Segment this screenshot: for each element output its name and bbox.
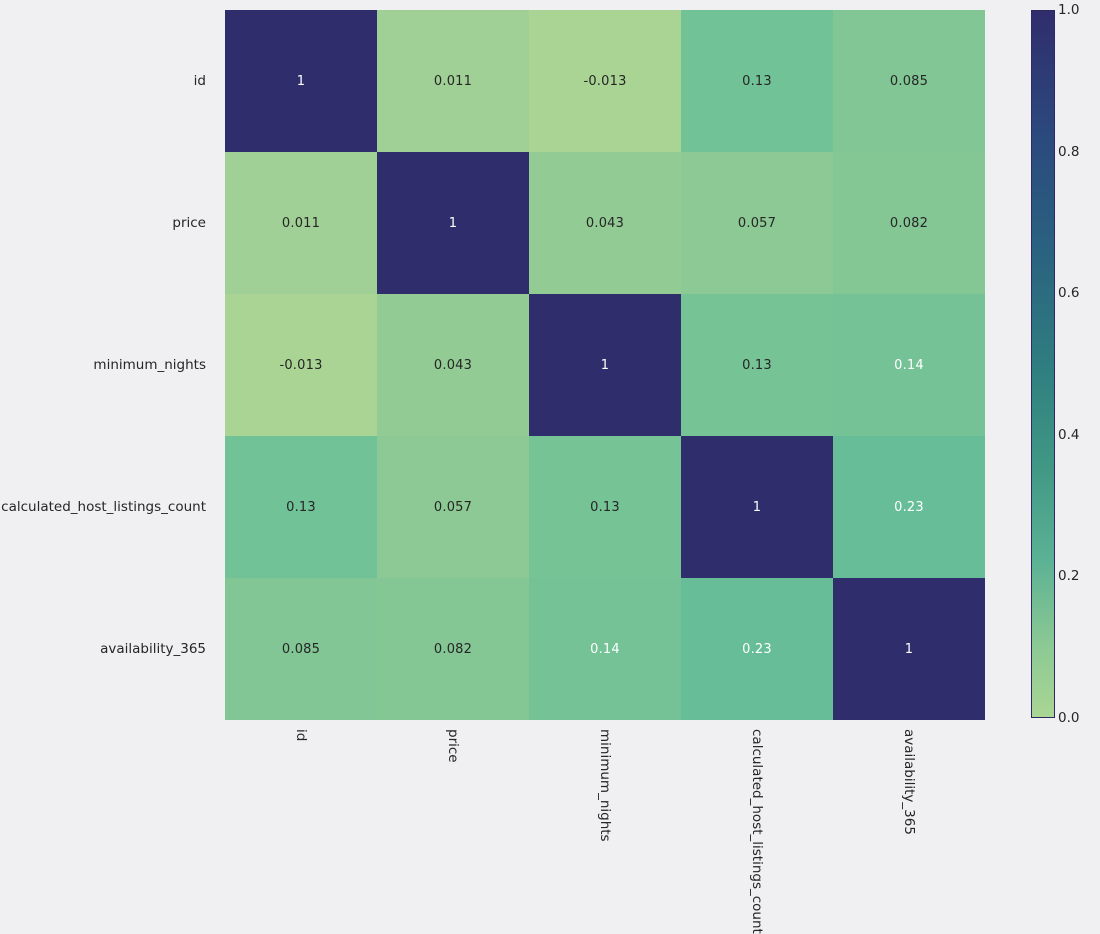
heatmap-cell: -0.013 (225, 294, 377, 436)
y-axis-tick-label: minimum_nights (93, 357, 206, 373)
y-axis-tick-label: id (193, 73, 206, 89)
heatmap-cell-value: 0.13 (742, 357, 772, 373)
x-axis-tick-slot: minimum_nights (529, 720, 681, 842)
heatmap-cell-value: 0.14 (590, 641, 620, 657)
colorbar-gradient (1031, 10, 1055, 718)
heatmap-cell-value: -0.013 (279, 357, 323, 373)
x-axis-tick-slot: calculated_host_listings_count (681, 720, 833, 934)
colorbar-tick-label: 0.2 (1058, 568, 1080, 585)
heatmap-cell: 0.14 (833, 294, 985, 436)
heatmap-cell: 1 (681, 436, 833, 578)
heatmap-cell: 0.13 (681, 294, 833, 436)
heatmap-cell-value: 0.085 (281, 641, 321, 657)
heatmap-cell: 1 (833, 578, 985, 720)
heatmap-cell-value: 1 (752, 499, 762, 515)
heatmap-cell-grid: 1 0.011 -0.013 0.13 0.085 0.011 1 0.043 0.057 0.0… (225, 10, 985, 720)
colorbar-tick-labels: 1.0 0.8 0.6 0.4 0.2 0.0 (1058, 2, 1100, 726)
heatmap-cell: -0.013 (529, 10, 681, 152)
heatmap-cell: 0.23 (833, 436, 985, 578)
heatmap-cell: 0.23 (681, 578, 833, 720)
colorbar-tick-label: 0.8 (1058, 143, 1080, 160)
heatmap-cell-value: 0.043 (585, 215, 625, 231)
heatmap-cell-value: 0.057 (737, 215, 777, 231)
heatmap-cell-value: 0.011 (281, 215, 321, 231)
heatmap-cell-value: -0.013 (583, 73, 627, 89)
x-axis-tick-label: calculated_host_listings_count (749, 729, 765, 934)
y-axis-labels: id price minimum_nights calculated_host_… (0, 10, 215, 720)
x-axis-tick-slot: id (225, 720, 377, 825)
heatmap-cell-value: 1 (448, 215, 458, 231)
heatmap-cell-value: 1 (904, 641, 914, 657)
colorbar-tick-label: 0.4 (1058, 426, 1080, 443)
heatmap-cell-value: 0.14 (894, 357, 924, 373)
heatmap-cell-value: 0.13 (590, 499, 620, 515)
heatmap-cell: 1 (225, 10, 377, 152)
colorbar-tick-label: 0.6 (1058, 285, 1080, 302)
x-axis-tick-slot: price (377, 720, 529, 825)
heatmap-cell-value: 1 (600, 357, 610, 373)
heatmap-cell: 0.011 (377, 10, 529, 152)
heatmap-cell: 0.085 (833, 10, 985, 152)
x-axis-labels: id price minimum_nights calculated_host_… (225, 720, 985, 934)
heatmap-cell: 0.13 (681, 10, 833, 152)
heatmap-cell: 0.057 (377, 436, 529, 578)
y-axis-tick-label: price (172, 215, 206, 231)
x-axis-tick-label: id (293, 729, 309, 742)
heatmap-cell-value: 0.057 (433, 499, 473, 515)
heatmap-cell-value: 0.043 (433, 357, 473, 373)
heatmap-cell: 0.011 (225, 152, 377, 294)
heatmap-plot-area: 1 0.011 -0.013 0.13 0.085 0.011 1 0.043 0.057 0.0… (225, 10, 985, 720)
heatmap-cell: 0.085 (225, 578, 377, 720)
heatmap-cell-value: 0.23 (742, 641, 772, 657)
heatmap-cell: 0.13 (225, 436, 377, 578)
heatmap-cell: 0.14 (529, 578, 681, 720)
heatmap-cell-value: 0.13 (286, 499, 316, 515)
heatmap-cell: 1 (529, 294, 681, 436)
heatmap-cell: 1 (377, 152, 529, 294)
heatmap-cell-value: 0.011 (433, 73, 473, 89)
x-axis-tick-slot: availability_365 (833, 720, 985, 835)
heatmap-cell: 0.043 (377, 294, 529, 436)
y-axis-tick-label: calculated_host_listings_count (1, 499, 206, 515)
heatmap-cell-value: 0.082 (889, 215, 929, 231)
x-axis-tick-label: price (445, 729, 461, 763)
colorbar-tick-label: 1.0 (1058, 2, 1080, 18)
heatmap-cell-value: 0.085 (889, 73, 929, 89)
x-axis-tick-label: availability_365 (901, 729, 917, 835)
heatmap-cell-value: 0.13 (742, 73, 772, 89)
heatmap-cell: 0.082 (377, 578, 529, 720)
heatmap-cell-value: 0.082 (433, 641, 473, 657)
heatmap-cell-value: 0.23 (894, 499, 924, 515)
heatmap-cell: 0.13 (529, 436, 681, 578)
heatmap-cell: 0.057 (681, 152, 833, 294)
colorbar-tick-label: 0.0 (1058, 710, 1080, 726)
heatmap-cell: 0.043 (529, 152, 681, 294)
heatmap-cell: 0.082 (833, 152, 985, 294)
heatmap-cell-value: 1 (296, 73, 306, 89)
y-axis-tick-label: availability_365 (100, 641, 206, 657)
colorbar (1031, 10, 1055, 718)
